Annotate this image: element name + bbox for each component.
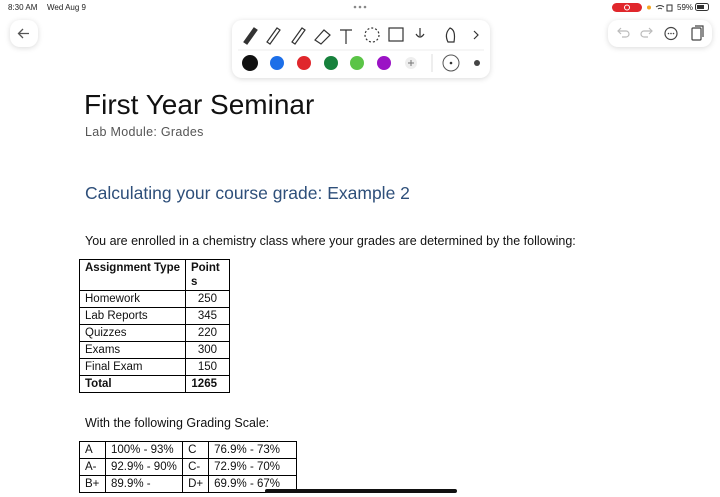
table-cell: 69.9% - 67% <box>208 475 297 493</box>
multitask-dots[interactable] <box>352 4 368 10</box>
status-icons <box>612 3 673 12</box>
back-button[interactable] <box>10 20 38 47</box>
date: Wed Aug 9 <box>47 3 86 12</box>
more-tools[interactable] <box>473 30 479 40</box>
intro-text: You are enrolled in a chemistry class wh… <box>85 234 576 248</box>
table-cell: 345 <box>184 307 231 325</box>
table-cell: Homework <box>79 290 186 308</box>
table-row: Total 1265 <box>79 375 231 393</box>
redo[interactable] <box>640 27 653 38</box>
action-icons <box>617 25 704 41</box>
table-cell: 250 <box>184 290 231 308</box>
scale-intro: With the following Grading Scale: <box>85 416 270 430</box>
table-cell: 150 <box>184 358 231 376</box>
table-row: Final Exam 150 <box>79 358 231 376</box>
marker-tool[interactable] <box>266 27 281 45</box>
actions-bar <box>608 20 712 47</box>
drawing-toolbar <box>232 20 490 78</box>
table-cell: Quizzes <box>79 324 186 342</box>
table-cell: 89.9% - <box>104 475 184 493</box>
home-indicator <box>265 489 457 493</box>
size-large[interactable] <box>474 60 480 66</box>
color-blue[interactable] <box>270 56 284 70</box>
table-row: Exams 300 <box>79 341 231 359</box>
back-icon <box>17 28 29 39</box>
undo[interactable] <box>617 27 630 38</box>
table-row: Homework 250 <box>79 290 231 308</box>
document-title: First Year Seminar <box>84 89 315 120</box>
plus-icon <box>408 60 414 66</box>
table-row: A- 92.9% - 90% C- 72.9% - 70% <box>79 458 297 476</box>
table-cell: Points <box>184 259 231 291</box>
image-tool[interactable] <box>388 27 404 42</box>
lasso-tool[interactable] <box>364 27 380 43</box>
table-cell: 92.9% - 90% <box>104 458 184 476</box>
color-red[interactable] <box>297 56 311 70</box>
grading-scale-table: A 100% - 93% C 76.9% - 73% A- 92.9% - 90% C- 72… <box>79 441 297 493</box>
color-light-green[interactable] <box>350 56 364 70</box>
color-purple[interactable] <box>377 56 391 70</box>
table-cell: 300 <box>184 341 231 359</box>
color-black[interactable] <box>242 55 258 71</box>
highlighter-tool[interactable] <box>291 27 306 45</box>
table-cell: A <box>79 441 106 459</box>
eraser-tool[interactable] <box>314 29 331 45</box>
table-cell: 72.9% - 70% <box>208 458 297 476</box>
size-small-dot <box>449 61 453 65</box>
table-cell: Total <box>79 375 186 393</box>
table-cell: Assignment Type <box>79 259 186 291</box>
pages-button[interactable] <box>691 27 702 41</box>
table-row: Quizzes 220 <box>79 324 231 342</box>
touch-tool[interactable] <box>445 27 456 43</box>
size-small[interactable] <box>442 54 460 72</box>
table-cell: Exams <box>79 341 186 359</box>
table-cell: A- <box>79 458 106 476</box>
table-cell: 100% - 93% <box>104 441 184 459</box>
color-green[interactable] <box>324 56 338 70</box>
table-row: Assignment Type Points <box>79 259 231 291</box>
table-cell: C <box>182 441 210 459</box>
table-row: B+ 89.9% - D+ 69.9% - 67% <box>79 475 297 493</box>
table-row: Lab Reports 345 <box>79 307 231 325</box>
section-heading: Calculating your course grade: Example 2 <box>85 183 410 203</box>
table-cell: C- <box>182 458 210 476</box>
more-button[interactable] <box>664 26 678 41</box>
document-subtitle: Lab Module: Grades <box>85 125 204 139</box>
pen-tool[interactable] <box>243 27 258 45</box>
time: 8:30 AM <box>8 3 38 12</box>
table-cell: 220 <box>184 324 231 342</box>
points-table: Assignment Type Points Homework 250 Lab Repo… <box>79 259 231 393</box>
toolbar-icons <box>238 27 484 72</box>
text-tool[interactable] <box>340 29 352 44</box>
table-cell: 76.9% - 73% <box>208 441 297 459</box>
battery-icon <box>695 3 709 11</box>
table-cell: Lab Reports <box>79 307 186 325</box>
table-row: A 100% - 93% C 76.9% - 73% <box>79 441 297 459</box>
battery-level: 59% <box>677 3 694 12</box>
table-cell: D+ <box>182 475 210 493</box>
table-cell: Final Exam <box>79 358 186 376</box>
table-cell: B+ <box>79 475 106 493</box>
table-cell: 1265 <box>184 375 231 393</box>
audio-tool[interactable] <box>415 28 425 38</box>
